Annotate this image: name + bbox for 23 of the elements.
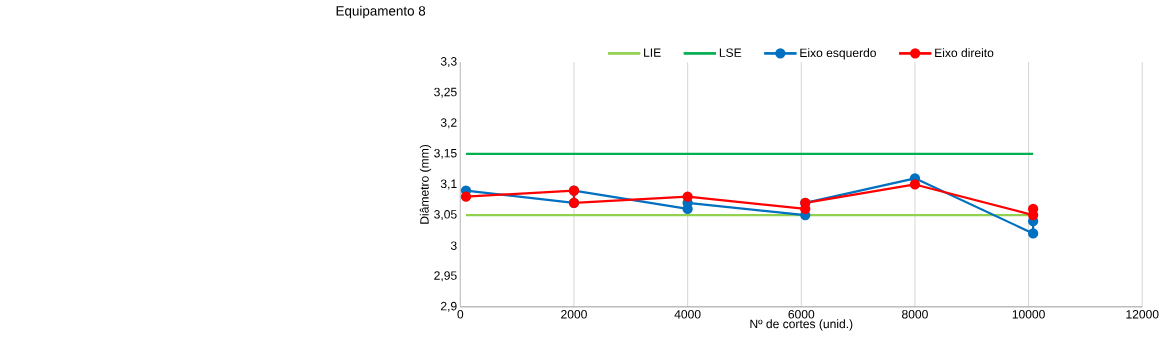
y-tick-label: 2,9	[440, 302, 457, 312]
y-tick-label: 3,2	[440, 118, 457, 129]
legend-label: LIE	[644, 48, 661, 57]
y-tick-label: 2,95	[434, 271, 457, 282]
chart-title: Equipamento 8	[336, 5, 426, 19]
legend-label: LSE	[719, 48, 742, 58]
y-tick-label: 3,05	[434, 210, 457, 221]
y-axis-title: Diâmetro (mm)	[419, 145, 432, 224]
legend-label: Eixo esquerdo	[800, 48, 876, 60]
y-tick-label: 3	[450, 241, 457, 251]
x-tick-label: 8000	[902, 310, 928, 319]
y-tick-label: 3,3	[440, 57, 457, 68]
x-tick-label: 12000	[1126, 310, 1159, 319]
x-tick-label: 4000	[674, 310, 701, 319]
x-tick-label: 10000	[1012, 310, 1045, 319]
x-axis-title: Nº de cortes (unid.)	[750, 319, 853, 331]
legend-label: Eixo direito	[935, 48, 994, 58]
x-tick-label: 0	[457, 310, 464, 319]
y-tick-label: 3,25	[434, 87, 457, 98]
y-tick-label: 3,15	[434, 149, 457, 160]
x-tick-label: 2000	[561, 310, 587, 319]
x-tick-label: 6000	[788, 310, 815, 319]
y-tick-label: 3,1	[440, 179, 457, 190]
